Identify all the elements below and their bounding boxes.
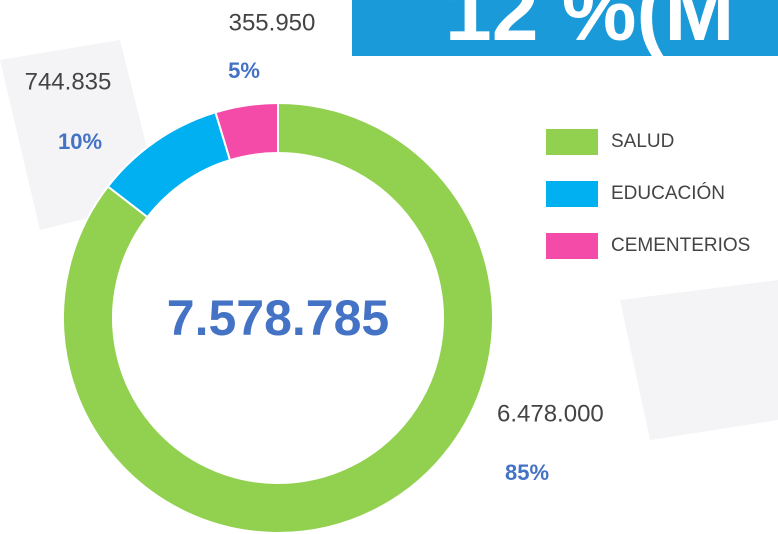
center-total: 7.578.785: [167, 290, 389, 346]
donut-slice: [62, 101, 494, 534]
legend-swatch: [546, 181, 598, 207]
donut-slice: [214, 101, 279, 162]
value-label: 744.835: [25, 68, 112, 95]
bg-shape: [620, 280, 778, 440]
legend-label: CEMENTERIOS: [611, 235, 750, 256]
value-label: 355.950: [229, 9, 316, 36]
percent-label: 10%: [58, 129, 102, 154]
percent-label: 5%: [228, 58, 260, 83]
legend-swatch: [546, 129, 598, 155]
banner-text: 12 %(M: [445, 0, 734, 58]
legend-swatch: [546, 233, 598, 259]
percent-label: 85%: [505, 460, 549, 485]
banner: [352, 0, 778, 56]
legend-label: SALUD: [611, 131, 674, 152]
legend-label: EDUCACIÓN: [611, 182, 725, 204]
value-label: 6.478.000: [497, 400, 604, 427]
